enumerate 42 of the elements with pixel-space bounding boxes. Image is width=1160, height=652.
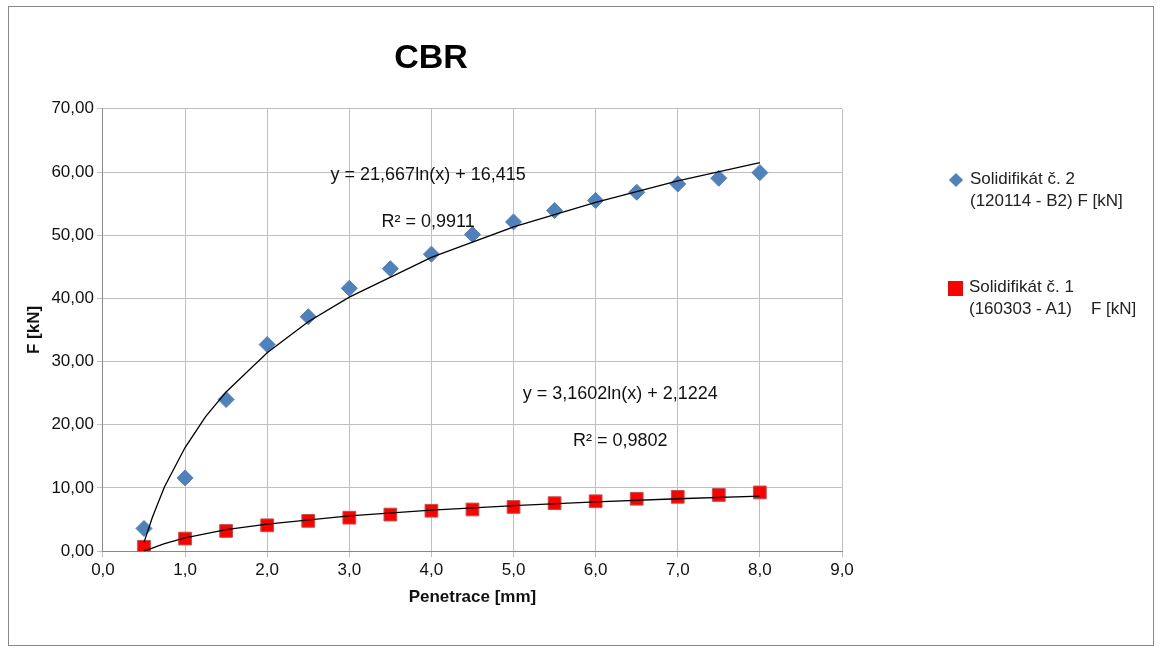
- y-tick-label: 70,00: [51, 98, 94, 118]
- y-tick-label: 0,00: [60, 540, 94, 560]
- annotation: y = 3,1602ln(x) + 2,1224: [522, 383, 718, 404]
- point: [178, 531, 192, 546]
- annotation: R² = 0,9802: [573, 429, 668, 450]
- point: [301, 514, 316, 528]
- point: [753, 485, 767, 500]
- point: [751, 164, 769, 182]
- point: [710, 169, 728, 187]
- point: [629, 491, 644, 506]
- legend-label: Solidifikát č. 1 (160303 - A1) F [kN]: [969, 276, 1138, 320]
- point: [711, 488, 726, 502]
- y-tick-label: 60,00: [51, 161, 94, 181]
- x-tick-label: 9,0: [830, 560, 854, 580]
- x-tick-label: 6,0: [583, 560, 608, 580]
- y-tick-label: 50,00: [51, 224, 94, 244]
- x-tick-label: 3,0: [337, 560, 362, 580]
- point: [505, 213, 523, 231]
- point: [176, 469, 194, 487]
- point: [342, 510, 357, 525]
- x-tick-label: 5,0: [501, 560, 526, 580]
- x-tick-label: 8,0: [748, 560, 772, 580]
- y-axis-title: F [kN]: [23, 305, 43, 355]
- annotation: R² = 0,9911: [381, 210, 475, 231]
- x-axis-title: Penetrace [mm]: [408, 587, 537, 607]
- x-tick-label: 0,0: [91, 560, 115, 580]
- point: [135, 519, 153, 537]
- x-tick-label: 7,0: [665, 560, 690, 580]
- chart-title: CBR: [394, 36, 468, 75]
- x-tick-label: 1,0: [173, 560, 197, 580]
- point: [258, 336, 276, 354]
- y-tick-label: 40,00: [51, 288, 94, 308]
- point: [340, 279, 358, 297]
- y-tick-label: 10,00: [51, 477, 94, 497]
- y-tick-label: 20,00: [51, 414, 94, 434]
- point: [381, 260, 399, 278]
- point: [260, 518, 275, 533]
- legend-label: Solidifikát č. 2 (120114 - B2) F [kN]: [970, 168, 1124, 212]
- x-tick-label: 4,0: [419, 560, 444, 580]
- y-tick-label: 30,00: [51, 351, 94, 371]
- x-tick-label: 2,0: [255, 560, 279, 580]
- annotation: y = 21,667ln(x) + 16,415: [330, 164, 526, 185]
